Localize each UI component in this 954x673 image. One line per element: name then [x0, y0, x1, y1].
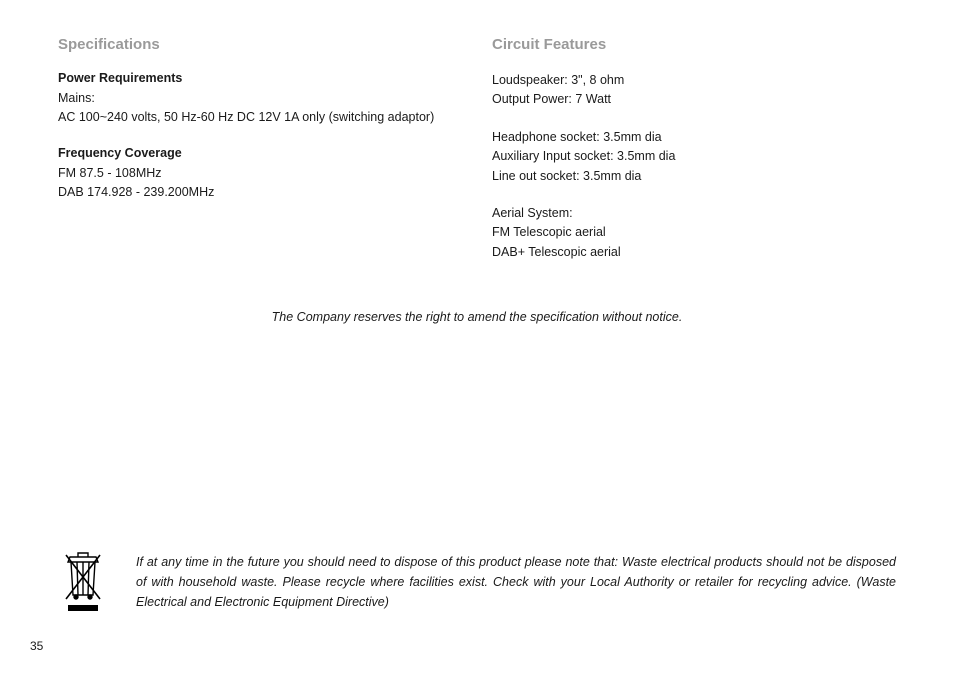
- circuit-line-b3-2: DAB+ Telescopic aerial: [492, 243, 896, 262]
- weee-text: If at any time in the future you should …: [136, 552, 896, 612]
- power-requirements-block: Power Requirements Mains: AC 100~240 vol…: [58, 71, 462, 128]
- specifications-heading: Specifications: [58, 36, 462, 53]
- circuit-line-b1-1: Output Power: 7 Watt: [492, 90, 896, 109]
- right-column: Circuit Features Loudspeaker: 3", 8 ohm …: [492, 36, 896, 280]
- manual-page: Specifications Power Requirements Mains:…: [0, 0, 954, 673]
- frequency-line-0: FM 87.5 - 108MHz: [58, 164, 462, 183]
- aerial-block: Aerial System: FM Telescopic aerial DAB+…: [492, 204, 896, 262]
- circuit-line-b1-0: Loudspeaker: 3", 8 ohm: [492, 71, 896, 90]
- left-column: Specifications Power Requirements Mains:…: [58, 36, 462, 280]
- power-line-1: AC 100~240 volts, 50 Hz-60 Hz DC 12V 1A …: [58, 108, 462, 127]
- circuit-line-b2-1: Auxiliary Input socket: 3.5mm dia: [492, 147, 896, 166]
- amend-notice: The Company reserves the right to amend …: [58, 310, 896, 324]
- power-line-0: Mains:: [58, 89, 462, 108]
- frequency-coverage-block: Frequency Coverage FM 87.5 - 108MHz DAB …: [58, 146, 462, 203]
- frequency-line-1: DAB 174.928 - 239.200MHz: [58, 183, 462, 202]
- circuit-features-heading: Circuit Features: [492, 36, 896, 53]
- content-columns: Specifications Power Requirements Mains:…: [58, 36, 896, 280]
- circuit-line-b3-0: Aerial System:: [492, 204, 896, 223]
- frequency-coverage-title: Frequency Coverage: [58, 146, 462, 160]
- sockets-block: Headphone socket: 3.5mm dia Auxiliary In…: [492, 128, 896, 186]
- power-requirements-title: Power Requirements: [58, 71, 462, 85]
- circuit-line-b2-0: Headphone socket: 3.5mm dia: [492, 128, 896, 147]
- weee-bin-icon: [58, 551, 108, 613]
- circuit-line-b3-1: FM Telescopic aerial: [492, 223, 896, 242]
- page-number: 35: [30, 639, 43, 653]
- loudspeaker-block: Loudspeaker: 3", 8 ohm Output Power: 7 W…: [492, 71, 896, 110]
- circuit-line-b2-2: Line out socket: 3.5mm dia: [492, 167, 896, 186]
- weee-footer: If at any time in the future you should …: [58, 551, 896, 613]
